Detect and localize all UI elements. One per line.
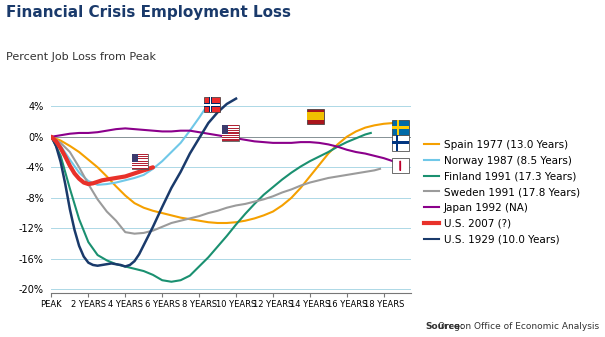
Bar	[222, 136, 239, 137]
Bar	[222, 128, 239, 129]
Text: Oregon Office of Economic Analysis: Oregon Office of Economic Analysis	[438, 323, 599, 331]
Bar	[222, 125, 239, 126]
Bar	[222, 125, 229, 133]
Bar	[132, 154, 148, 169]
Bar	[132, 164, 148, 165]
Bar	[210, 97, 211, 112]
Bar	[222, 135, 239, 136]
Bar	[132, 163, 148, 164]
Legend: Spain 1977 (13.0 Years), Norway 1987 (8.5 Years), Finland 1991 (17.3 Years), Swe: Spain 1977 (13.0 Years), Norway 1987 (8.…	[420, 136, 584, 248]
Bar	[204, 103, 220, 106]
Bar	[222, 133, 239, 135]
Bar	[132, 166, 148, 167]
Bar	[132, 159, 148, 161]
Bar	[222, 125, 239, 141]
Bar	[392, 126, 408, 129]
Bar	[222, 140, 239, 141]
Bar	[132, 161, 148, 162]
Bar	[209, 97, 212, 112]
Bar	[392, 135, 408, 151]
Text: Financial Crisis Employment Loss: Financial Crisis Employment Loss	[6, 5, 291, 20]
Bar	[392, 120, 408, 135]
Bar	[392, 158, 408, 174]
Bar	[204, 97, 220, 112]
Bar	[392, 141, 408, 144]
Bar	[222, 138, 239, 140]
Bar	[222, 131, 239, 132]
Bar	[307, 112, 324, 120]
Bar	[132, 155, 148, 156]
Bar	[222, 129, 239, 130]
Bar	[222, 126, 239, 128]
Bar	[132, 162, 148, 163]
Bar	[132, 156, 148, 157]
Bar	[396, 135, 398, 151]
Bar	[222, 132, 239, 133]
Bar	[132, 154, 138, 162]
Bar	[222, 137, 239, 138]
Bar	[204, 104, 220, 106]
Bar	[132, 167, 148, 169]
Bar	[132, 154, 148, 155]
Bar	[307, 109, 324, 124]
Bar	[397, 120, 399, 135]
Bar	[132, 158, 148, 159]
Text: Percent Job Loss from Peak: Percent Job Loss from Peak	[6, 52, 156, 62]
Bar	[132, 165, 148, 166]
Text: Source:: Source:	[425, 323, 464, 331]
Bar	[132, 157, 148, 158]
Bar	[222, 130, 239, 131]
